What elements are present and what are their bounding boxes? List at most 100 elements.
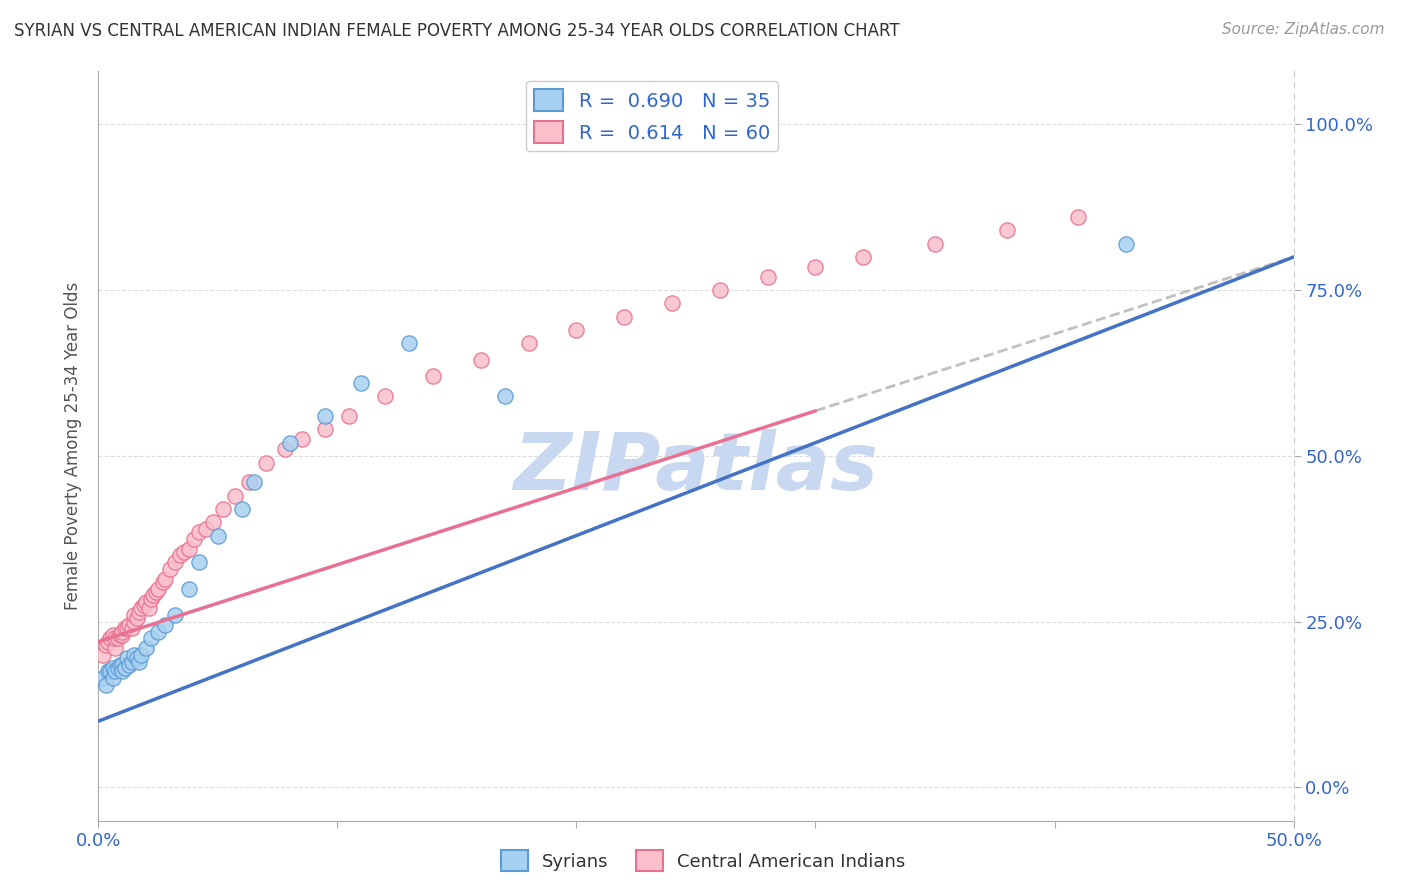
Point <box>135 595 157 609</box>
Point <box>121 655 143 669</box>
Point <box>254 456 277 470</box>
Point <box>179 541 201 556</box>
Point <box>98 632 122 646</box>
Point <box>104 641 127 656</box>
Point <box>104 632 127 646</box>
Point <box>187 525 209 540</box>
Point <box>661 296 683 310</box>
Point <box>139 632 162 646</box>
Point <box>179 582 201 596</box>
Point <box>125 611 148 625</box>
Y-axis label: Female Poverty Among 25-34 Year Olds: Female Poverty Among 25-34 Year Olds <box>65 282 83 610</box>
Point <box>128 655 150 669</box>
Point <box>224 489 246 503</box>
Point <box>470 352 492 367</box>
Point <box>128 605 150 619</box>
Point <box>163 555 186 569</box>
Point <box>350 376 373 390</box>
Point <box>138 601 160 615</box>
Point <box>422 369 444 384</box>
Point <box>398 336 420 351</box>
Point <box>131 601 153 615</box>
Point <box>121 621 143 635</box>
Point <box>374 389 396 403</box>
Point <box>114 661 136 675</box>
Point <box>107 661 129 675</box>
Point <box>152 574 174 589</box>
Point <box>163 608 186 623</box>
Point <box>101 661 124 675</box>
Point <box>107 632 129 646</box>
Point <box>207 528 229 542</box>
Point <box>852 250 875 264</box>
Point <box>339 409 361 424</box>
Point <box>211 502 233 516</box>
Point <box>1115 236 1137 251</box>
Point <box>94 678 117 692</box>
Point <box>114 621 136 635</box>
Point <box>709 283 731 297</box>
Point <box>243 475 266 490</box>
Point <box>111 624 134 639</box>
Point <box>101 671 124 685</box>
Point <box>995 223 1018 237</box>
Point <box>118 657 141 672</box>
Point <box>115 651 138 665</box>
Point <box>187 555 209 569</box>
Text: Source: ZipAtlas.com: Source: ZipAtlas.com <box>1222 22 1385 37</box>
Point <box>94 638 117 652</box>
Point <box>183 532 205 546</box>
Point <box>111 657 134 672</box>
Point <box>159 562 181 576</box>
Point <box>613 310 636 324</box>
Point <box>124 648 146 662</box>
Point <box>131 648 153 662</box>
Point <box>111 628 134 642</box>
Point <box>132 598 155 612</box>
Point <box>173 545 195 559</box>
Point <box>148 624 170 639</box>
Point <box>135 641 157 656</box>
Point <box>142 588 165 602</box>
Point <box>238 475 260 490</box>
Point <box>231 502 253 516</box>
Point <box>195 522 218 536</box>
Point <box>97 634 120 648</box>
Point <box>148 582 170 596</box>
Point <box>91 648 114 662</box>
Point <box>125 651 148 665</box>
Point <box>115 621 138 635</box>
Point <box>315 422 337 436</box>
Point <box>124 615 146 629</box>
Point <box>278 435 301 450</box>
Point <box>756 269 779 284</box>
Point <box>565 323 588 337</box>
Point <box>169 549 191 563</box>
Point <box>104 665 127 679</box>
Legend: Syrians, Central American Indians: Syrians, Central American Indians <box>494 843 912 879</box>
Point <box>97 665 120 679</box>
Point <box>155 572 177 586</box>
Text: SYRIAN VS CENTRAL AMERICAN INDIAN FEMALE POVERTY AMONG 25-34 YEAR OLDS CORRELATI: SYRIAN VS CENTRAL AMERICAN INDIAN FEMALE… <box>14 22 900 40</box>
Point <box>274 442 297 457</box>
Point <box>98 665 122 679</box>
Point <box>517 336 540 351</box>
Point <box>108 628 131 642</box>
Point <box>924 236 946 251</box>
Point <box>315 409 337 424</box>
Point <box>108 657 131 672</box>
Point <box>118 618 141 632</box>
Point <box>291 433 314 447</box>
Point <box>494 389 516 403</box>
Point <box>139 591 162 606</box>
Point <box>124 608 146 623</box>
Point <box>155 618 177 632</box>
Point <box>202 515 225 529</box>
Point <box>1067 211 1090 225</box>
Point <box>804 260 827 274</box>
Legend: R =  0.690   N = 35, R =  0.614   N = 60: R = 0.690 N = 35, R = 0.614 N = 60 <box>526 81 778 152</box>
Point <box>145 585 167 599</box>
Point <box>101 628 124 642</box>
Text: ZIPatlas: ZIPatlas <box>513 429 879 508</box>
Point <box>111 665 134 679</box>
